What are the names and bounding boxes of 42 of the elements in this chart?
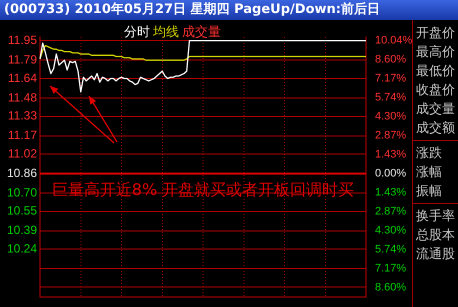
y2-tick-label: 7.17% [375, 72, 406, 85]
text: 流通股 [416, 246, 455, 263]
y2-tick-label: 2.87% [375, 130, 406, 142]
y-tick-label: 10.70 [6, 185, 38, 200]
y-tick-label: 10.86 [6, 166, 38, 180]
y2-tick-label: 10.04% [375, 34, 413, 47]
text: 成交量 [416, 101, 455, 118]
text: 振幅 [416, 183, 442, 200]
y-tick-label: 11.95 [8, 32, 38, 47]
text: 涨跌 [416, 145, 442, 162]
y-tick-label: 11.64 [8, 70, 38, 85]
y2-tick-label: 8.60% [375, 282, 406, 294]
y2-tick-label: 4.30% [375, 110, 406, 123]
y2-tick-label: 8.60% [375, 54, 406, 66]
annotation: 成交量 [182, 25, 221, 40]
y-tick-label: 10.24 [6, 242, 38, 256]
y2-tick-label: 1.43% [375, 148, 406, 161]
y-tick-label: 10.55 [6, 204, 38, 218]
y2-tick-label: 7.17% [375, 262, 406, 275]
y-tick-label: 11.79 [8, 52, 38, 66]
y-tick-label: 11.48 [8, 90, 38, 104]
y-tick-label: 11.33 [8, 108, 38, 123]
text: 涨幅 [416, 164, 442, 181]
text: 分时 [124, 25, 150, 40]
text: 成交额 [416, 120, 455, 137]
text: 总股本 [416, 227, 455, 244]
text: 最高价 [416, 44, 455, 61]
y2-tick-label: 1.43% [375, 186, 406, 199]
y-tick-label: 11.02 [8, 146, 38, 160]
text: 收盘价 [416, 82, 455, 99]
y-tick-label: 11.17 [8, 128, 38, 142]
y2-tick-label: 2.87% [375, 206, 406, 218]
y2-tick-label: 4.30% [375, 224, 406, 237]
text: 开盘价 [416, 25, 455, 42]
text: 换手率 [416, 208, 455, 225]
chart-title: (000733) 2010年05月27日 星期四 PageUp/Down:前后日 [0, 0, 458, 20]
y2-tick-label: 5.74% [375, 244, 406, 256]
y-tick-label: 10.39 [6, 223, 38, 238]
y2-tick-label: 0.00% [375, 168, 406, 180]
text: 最低价 [416, 63, 455, 80]
series-label: 均线 [153, 25, 179, 40]
y2-tick-label: 5.74% [375, 92, 406, 104]
